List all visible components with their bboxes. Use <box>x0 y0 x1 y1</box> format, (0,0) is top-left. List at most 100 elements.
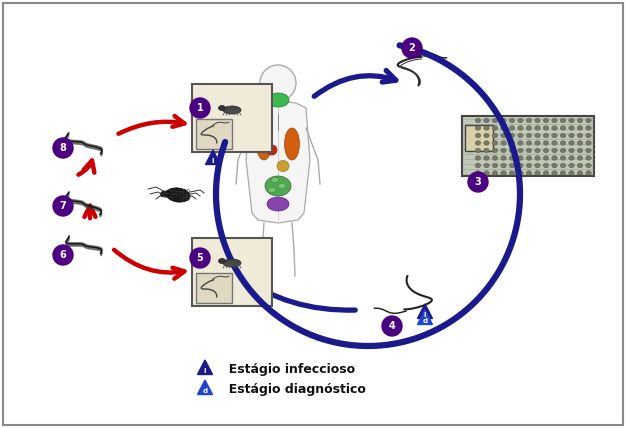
Ellipse shape <box>492 118 498 123</box>
FancyBboxPatch shape <box>465 125 493 151</box>
Text: 4: 4 <box>389 321 396 331</box>
Ellipse shape <box>166 188 190 202</box>
Ellipse shape <box>223 106 241 114</box>
Ellipse shape <box>267 197 289 211</box>
FancyBboxPatch shape <box>192 84 272 152</box>
Ellipse shape <box>265 176 291 196</box>
Ellipse shape <box>475 171 481 175</box>
Ellipse shape <box>569 133 574 138</box>
Ellipse shape <box>526 163 532 168</box>
Ellipse shape <box>586 126 591 130</box>
Ellipse shape <box>535 126 540 130</box>
Ellipse shape <box>577 163 582 168</box>
Ellipse shape <box>552 118 557 123</box>
Ellipse shape <box>569 126 574 130</box>
Text: 5: 5 <box>197 253 203 263</box>
Ellipse shape <box>501 171 506 175</box>
Ellipse shape <box>161 191 169 197</box>
Ellipse shape <box>526 118 532 123</box>
Ellipse shape <box>526 133 532 138</box>
Text: i: i <box>424 312 426 318</box>
Ellipse shape <box>561 126 566 130</box>
Polygon shape <box>198 360 213 374</box>
Ellipse shape <box>561 171 566 175</box>
Ellipse shape <box>167 191 187 201</box>
Text: i: i <box>204 368 206 374</box>
Ellipse shape <box>586 118 591 123</box>
Text: d: d <box>423 318 428 324</box>
Ellipse shape <box>518 118 524 123</box>
Ellipse shape <box>509 148 515 153</box>
Text: 3: 3 <box>475 177 482 187</box>
Text: i: i <box>212 158 214 164</box>
Ellipse shape <box>509 133 515 138</box>
Ellipse shape <box>475 163 481 168</box>
Ellipse shape <box>475 156 481 160</box>
Ellipse shape <box>535 133 540 138</box>
Ellipse shape <box>484 171 489 175</box>
Ellipse shape <box>518 141 524 145</box>
Ellipse shape <box>501 156 506 160</box>
Ellipse shape <box>552 141 557 145</box>
Ellipse shape <box>475 133 481 138</box>
Ellipse shape <box>543 171 549 175</box>
Circle shape <box>53 245 73 265</box>
Ellipse shape <box>577 118 582 123</box>
Ellipse shape <box>543 118 549 123</box>
Ellipse shape <box>561 148 566 153</box>
Ellipse shape <box>268 187 276 193</box>
Ellipse shape <box>267 93 289 107</box>
Ellipse shape <box>552 126 557 130</box>
FancyBboxPatch shape <box>192 238 272 306</box>
Ellipse shape <box>509 126 515 130</box>
Ellipse shape <box>543 148 549 153</box>
Ellipse shape <box>501 118 506 123</box>
Ellipse shape <box>535 148 540 153</box>
Ellipse shape <box>552 148 557 153</box>
Ellipse shape <box>492 126 498 130</box>
Ellipse shape <box>543 141 549 145</box>
Text: Estágio infeccioso: Estágio infeccioso <box>220 363 355 377</box>
Text: 7: 7 <box>60 201 66 211</box>
Polygon shape <box>206 150 221 164</box>
Ellipse shape <box>278 184 286 188</box>
Ellipse shape <box>586 141 591 145</box>
Ellipse shape <box>543 133 549 138</box>
Ellipse shape <box>586 171 591 175</box>
Ellipse shape <box>475 118 481 123</box>
Ellipse shape <box>277 160 289 172</box>
Ellipse shape <box>484 163 489 168</box>
Ellipse shape <box>256 128 271 160</box>
Ellipse shape <box>518 133 524 138</box>
Text: d: d <box>203 388 208 394</box>
Circle shape <box>468 172 488 192</box>
Ellipse shape <box>577 141 582 145</box>
Ellipse shape <box>569 148 574 153</box>
Ellipse shape <box>577 156 582 160</box>
Ellipse shape <box>552 171 557 175</box>
Ellipse shape <box>492 163 498 168</box>
Ellipse shape <box>577 133 582 138</box>
Ellipse shape <box>552 156 557 160</box>
Circle shape <box>382 316 402 336</box>
Ellipse shape <box>561 163 566 168</box>
Circle shape <box>190 248 210 268</box>
Ellipse shape <box>492 171 498 175</box>
Ellipse shape <box>569 118 574 123</box>
Ellipse shape <box>501 163 506 168</box>
Ellipse shape <box>501 141 506 145</box>
Ellipse shape <box>526 126 532 130</box>
Ellipse shape <box>475 148 481 153</box>
Ellipse shape <box>518 148 524 153</box>
Ellipse shape <box>543 163 549 168</box>
Ellipse shape <box>586 156 591 160</box>
Ellipse shape <box>577 171 582 175</box>
Ellipse shape <box>561 133 566 138</box>
Ellipse shape <box>484 148 489 153</box>
Ellipse shape <box>569 171 574 175</box>
Ellipse shape <box>475 141 481 145</box>
Circle shape <box>53 138 73 158</box>
Ellipse shape <box>552 133 557 138</box>
Ellipse shape <box>509 156 515 160</box>
Circle shape <box>53 196 73 216</box>
